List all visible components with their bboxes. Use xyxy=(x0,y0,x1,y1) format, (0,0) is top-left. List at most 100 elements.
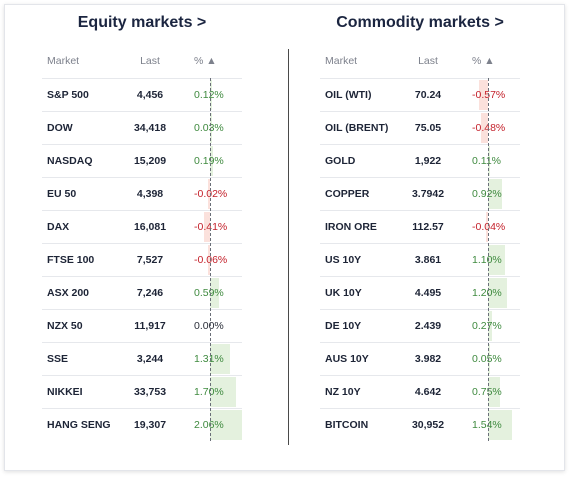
change-bar xyxy=(210,410,242,440)
last-price: 4.495 xyxy=(414,287,442,299)
commodity-markets-link[interactable]: Commodity markets > xyxy=(336,14,504,31)
last-price: 3.7942 xyxy=(411,188,445,200)
market-name: COPPER xyxy=(325,188,370,200)
last-price: 3,244 xyxy=(136,353,164,365)
table-row[interactable]: AUS 10Y 3.982 0.05% xyxy=(320,342,520,375)
percent-change: -0.57% xyxy=(472,89,506,101)
table-row[interactable]: IRON ORE 112.57 -0.04% xyxy=(320,210,520,243)
market-column-header[interactable]: Market xyxy=(325,55,358,67)
percent-change: 1.54% xyxy=(472,419,502,431)
change-bar xyxy=(203,212,210,242)
last-price: 7,527 xyxy=(136,254,164,266)
percent-change: 0.27% xyxy=(472,320,502,332)
last-column-header[interactable]: Last xyxy=(418,55,438,67)
change-bar xyxy=(208,179,210,209)
percent-change: -0.02% xyxy=(194,188,228,200)
market-name: US 10Y xyxy=(325,254,362,266)
percent-change: 1.31% xyxy=(194,353,224,365)
change-bar xyxy=(488,410,512,440)
table-row[interactable]: SSE 3,244 1.31% xyxy=(42,342,242,375)
change-bar xyxy=(210,80,212,110)
table-row[interactable]: NZX 50 11,917 0.00% xyxy=(42,309,242,342)
percent-change: 0.05% xyxy=(472,353,502,365)
table-row[interactable]: S&P 500 4,456 0.12% xyxy=(42,78,242,111)
table-row[interactable]: DAX 16,081 -0.41% xyxy=(42,210,242,243)
change-bar xyxy=(210,113,212,143)
change-bar xyxy=(210,278,220,308)
market-name: BITCOIN xyxy=(325,419,369,431)
equity-markets-link[interactable]: Equity markets > xyxy=(77,14,207,31)
market-name: NIKKEI xyxy=(47,386,83,398)
table-row[interactable]: ASX 200 7,246 0.59% xyxy=(42,276,242,309)
table-row[interactable]: UK 10Y 4.495 1.20% xyxy=(320,276,520,309)
table-row[interactable]: US 10Y 3.861 1.10% xyxy=(320,243,520,276)
last-price: 3.982 xyxy=(414,353,442,365)
last-column-header[interactable]: Last xyxy=(140,55,160,67)
table-row[interactable]: BITCOIN 30,952 1.54% xyxy=(320,408,520,441)
table-row[interactable]: OIL (WTI) 70.24 -0.57% xyxy=(320,78,520,111)
table-row[interactable]: NZ 10Y 4.642 0.75% xyxy=(320,375,520,408)
last-price: 16,081 xyxy=(133,221,167,233)
markets-card xyxy=(4,4,565,471)
market-name: S&P 500 xyxy=(47,89,89,101)
percent-column-header[interactable]: % ▲ xyxy=(472,55,495,67)
table-row[interactable]: HANG SENG 19,307 2.06% xyxy=(42,408,242,441)
market-name: OIL (BRENT) xyxy=(325,122,389,134)
market-column-header[interactable]: Market xyxy=(47,55,80,67)
market-name: FTSE 100 xyxy=(47,254,95,266)
last-price: 2.439 xyxy=(414,320,442,332)
change-bar xyxy=(488,179,503,209)
market-name: AUS 10Y xyxy=(325,353,369,365)
last-price: 4.642 xyxy=(414,386,442,398)
last-price: 1,922 xyxy=(414,155,442,167)
change-bar xyxy=(488,344,490,374)
market-name: NASDAQ xyxy=(47,155,93,167)
table-row[interactable]: NIKKEI 33,753 1.70% xyxy=(42,375,242,408)
change-bar xyxy=(488,311,493,341)
market-name: DOW xyxy=(47,122,73,134)
change-bar xyxy=(479,80,488,110)
zero-line xyxy=(210,78,211,441)
percent-change: 0.75% xyxy=(472,386,502,398)
percent-change: -0.48% xyxy=(472,122,506,134)
market-name: UK 10Y xyxy=(325,287,362,299)
change-bar xyxy=(488,146,490,176)
table-row[interactable]: DE 10Y 2.439 0.27% xyxy=(320,309,520,342)
table-row[interactable]: COPPER 3.7942 0.92% xyxy=(320,177,520,210)
last-price: 11,917 xyxy=(134,320,166,332)
percent-change: 0.59% xyxy=(194,287,224,299)
last-price: 19,307 xyxy=(133,419,167,431)
last-price: 30,952 xyxy=(411,419,445,431)
percent-change: 0.00% xyxy=(194,320,224,332)
table-row[interactable]: EU 50 4,398 -0.02% xyxy=(42,177,242,210)
change-bar xyxy=(210,344,231,374)
percent-change: 1.20% xyxy=(472,287,502,299)
percent-change: 2.06% xyxy=(194,419,224,431)
percent-change: 0.12% xyxy=(194,89,224,101)
percent-column-header[interactable]: % ▲ xyxy=(194,55,217,67)
table-row[interactable]: NASDAQ 15,209 0.19% xyxy=(42,144,242,177)
market-name: DE 10Y xyxy=(325,320,362,332)
zero-line xyxy=(488,78,489,441)
last-price: 4,398 xyxy=(136,188,164,200)
market-name: NZ 10Y xyxy=(325,386,361,398)
percent-change: 1.70% xyxy=(194,386,224,398)
change-bar xyxy=(486,212,488,242)
market-name: ASX 200 xyxy=(47,287,90,299)
table-row[interactable]: FTSE 100 7,527 -0.06% xyxy=(42,243,242,276)
table-row[interactable]: DOW 34,418 0.03% xyxy=(42,111,242,144)
market-name: NZX 50 xyxy=(47,320,83,332)
last-price: 7,246 xyxy=(136,287,164,299)
last-price: 3.861 xyxy=(414,254,442,266)
percent-change: -0.41% xyxy=(194,221,228,233)
percent-change: -0.04% xyxy=(472,221,506,233)
change-bar xyxy=(480,113,488,143)
last-price: 75.05 xyxy=(414,122,442,134)
last-price: 112.57 xyxy=(412,221,444,233)
table-row[interactable]: OIL (BRENT) 75.05 -0.48% xyxy=(320,111,520,144)
market-name: OIL (WTI) xyxy=(325,89,372,101)
table-row[interactable]: GOLD 1,922 0.11% xyxy=(320,144,520,177)
percent-change: 0.92% xyxy=(472,188,502,200)
percent-change: 0.03% xyxy=(194,122,224,134)
change-bar xyxy=(488,278,507,308)
